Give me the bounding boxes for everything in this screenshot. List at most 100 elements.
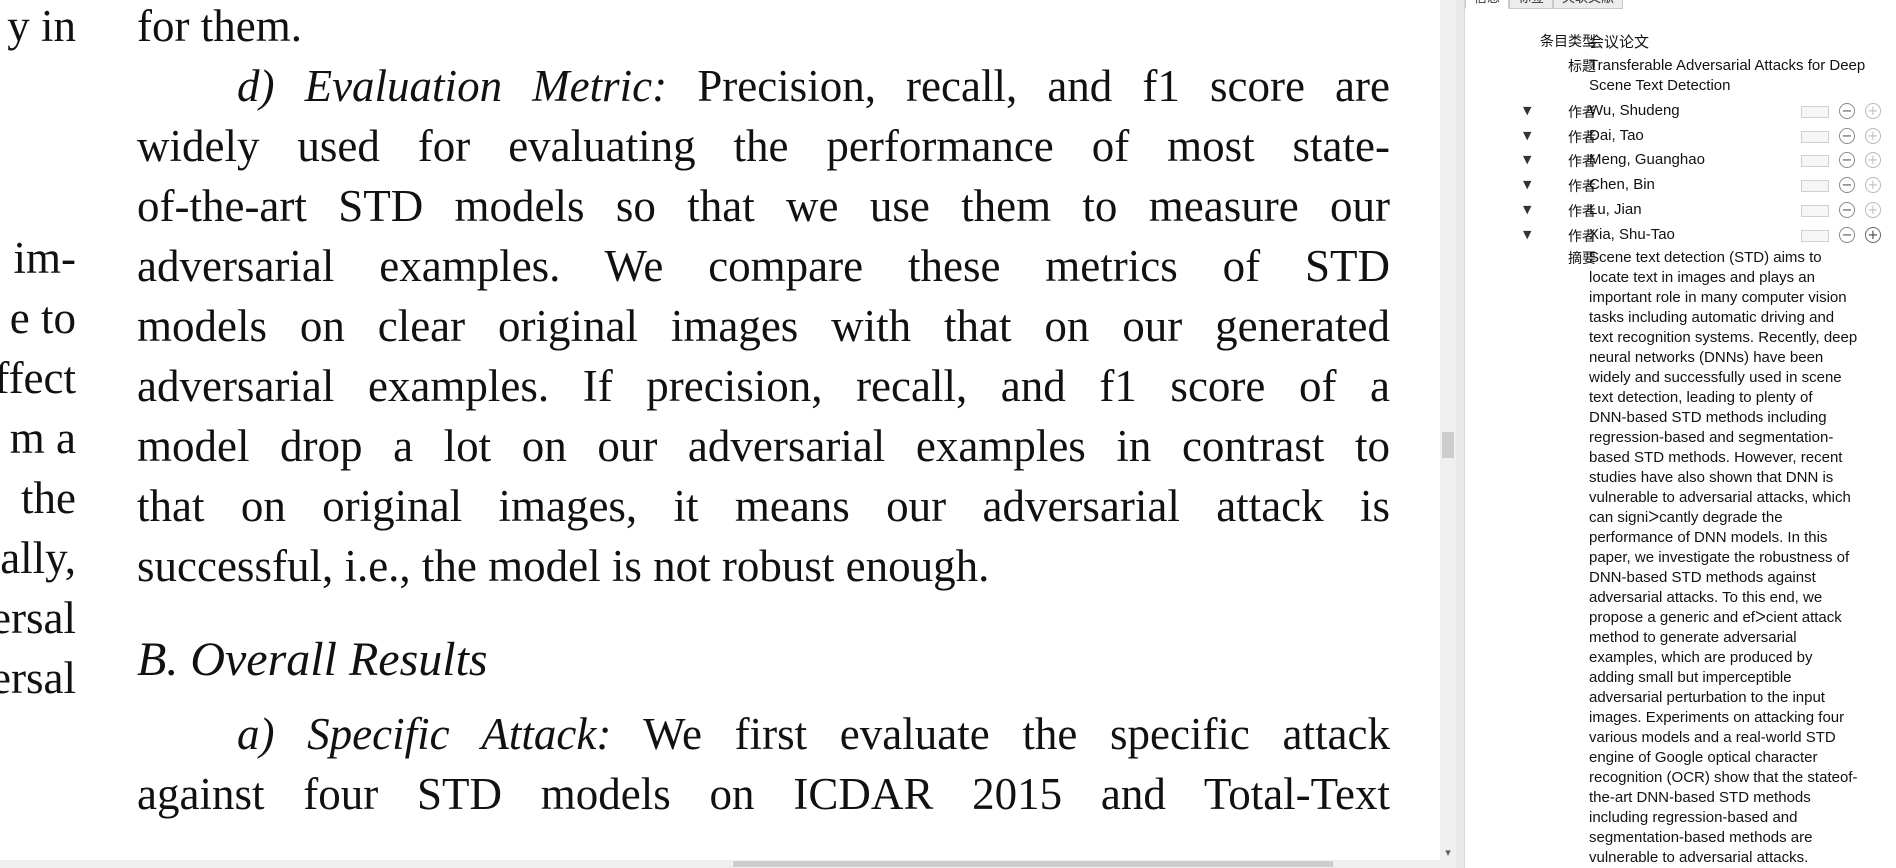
left-column-fragment: m a [9,413,76,463]
abstract-line: tasks including automatic driving and [1589,309,1835,326]
plus-circle-icon[interactable]: + [1865,177,1881,194]
abstract-line: based STD methods. However, recent [1589,449,1843,466]
pane-splitter[interactable] [1456,0,1464,868]
author-row: ▼ 作者 Xia, Shu-Tao − + [1465,224,1896,248]
left-column-fragment: im- [13,233,77,283]
plus-circle-icon[interactable]: + [1865,127,1881,144]
triangle-down-icon[interactable]: ▼ [1523,153,1532,167]
left-column-fragment: the [21,473,76,523]
triangle-down-icon[interactable]: ▼ [1523,104,1532,117]
item-type-value[interactable]: 会议论文 [1589,34,1650,51]
abstract-label: 摘要 [1568,251,1596,267]
author-row: ▼ 作者 Dai, Tao − + [1465,125,1896,149]
author-name[interactable]: Dai, Tao [1589,126,1644,144]
minus-circle-icon[interactable]: − [1839,152,1855,169]
scroll-down-arrow-icon[interactable]: ▾ [1445,846,1451,859]
text-line: of-the-art STD models so that we use the… [137,181,1390,231]
plus-circle-icon[interactable]: + [1865,103,1881,119]
plus-circle-icon[interactable]: + [1865,226,1881,243]
text-line: against four STD models on ICDAR 2015 an… [137,769,1390,819]
abstract-line: segmentation-based methods are [1589,829,1813,846]
abstract-line: neural networks (DNNs) have been [1589,349,1824,366]
name-format-switch[interactable] [1801,180,1829,193]
abstract-line: important role in many computer vision [1589,289,1847,306]
author-row: ▼ 作者 Meng, Guanghao − + [1465,149,1896,173]
author-row: ▼ 作者 Wu, Shudeng − + [1465,100,1896,124]
pdf-viewer[interactable]: y in im-e to ffect m a the ally, ersal ersal fo… [0,0,1440,868]
name-format-switch[interactable] [1801,106,1829,118]
abstract-line: adversarial perturbation to the input [1589,689,1825,706]
left-column-fragment: ffect [0,353,76,403]
minus-circle-icon[interactable]: − [1839,226,1855,243]
abstract-line: the-art DNN-based STD methods [1589,789,1811,806]
abstract-line: images. Experiments on attacking four [1589,709,1845,726]
author-name[interactable]: Wu, Shudeng [1589,102,1680,119]
author-label[interactable]: 作者 [1568,179,1596,196]
abstract-value[interactable]: Scene text detection (STD) aims to locate… [1589,248,1889,868]
plus-circle-icon[interactable]: + [1865,201,1881,218]
triangle-down-icon[interactable]: ▼ [1523,227,1532,241]
author-name[interactable]: Chen, Bin [1589,176,1655,194]
author-name[interactable]: Lu, Jian [1589,200,1642,218]
paragraph-lead: d) Evaluation Metric: [237,61,668,111]
horizontal-scroll-thumb[interactable] [733,861,1333,867]
paragraph-first-line: a) Specific Attack: We first evaluate th… [237,709,1390,759]
previous-column-text: y in im-e to ffect m a the ally, ersal ersal [0,0,76,868]
vertical-scroll-thumb[interactable] [1442,432,1454,458]
abstract-line: examples, which are produced by [1589,649,1813,666]
abstract-line: paper, we investigate the robustness of [1589,549,1850,566]
author-label[interactable]: 作者 [1568,203,1596,220]
minus-circle-icon[interactable]: − [1839,103,1855,119]
author-label[interactable]: 作者 [1568,228,1596,245]
left-column-fragment: y in [7,1,76,51]
text-line: that on original images, it means our ad… [137,481,1390,531]
abstract-line: DNN-based STD methods against [1589,569,1816,586]
item-type-label: 条目类型 [1540,34,1596,50]
name-format-switch[interactable] [1801,204,1829,217]
triangle-down-icon[interactable]: ▼ [1523,202,1532,216]
abstract-line: vulnerable to adversarial attacks, which [1589,489,1851,506]
title-label: 标题 [1568,59,1596,75]
abstract-line: engine of Google optical character [1589,749,1818,766]
author-label[interactable]: 作者 [1568,129,1596,146]
author-name[interactable]: Meng, Guanghao [1589,151,1705,169]
minus-circle-icon[interactable]: − [1839,201,1855,218]
triangle-down-icon[interactable]: ▼ [1523,178,1532,192]
minus-circle-icon[interactable]: − [1839,177,1855,194]
author-label[interactable]: 作者 [1568,154,1596,171]
abstract-line: DNN-based STD methods including [1589,409,1827,426]
abstract-line: locate text in images and plays an [1589,269,1815,286]
author-name[interactable]: Xia, Shu-Tao [1589,225,1675,243]
text-line: widely used for evaluating the performan… [137,121,1390,171]
text-line: adversarial examples. We compare these m… [137,241,1390,291]
author-label[interactable]: 作者 [1568,105,1596,121]
text-line: models on clear original images with tha… [137,301,1390,351]
tab-tags[interactable]: 标签 [1509,0,1554,9]
tab-info[interactable]: 信息 [1465,0,1510,9]
item-info-pane: 信息 标签 关联文献 条目类型 会议论文 标题 Transferable Adv… [1464,0,1896,868]
name-format-switch[interactable] [1801,130,1829,143]
abstract-line: recognition (OCR) show that the stateof- [1589,769,1858,786]
abstract-line: widely and successfully used in scene [1589,369,1842,386]
abstract-line: text recognition systems. Recently, deep [1589,329,1858,346]
title-value[interactable]: Transferable Adversarial Attacks for Dee… [1589,57,1866,94]
tab-related[interactable]: 关联文献 [1553,0,1624,9]
abstract-row: 摘要 Scene text detection (STD) aims to loc… [1465,246,1896,866]
left-column-fragment: e to [9,293,76,343]
abstract-line: including regression-based and [1589,809,1798,826]
pdf-horizontal-scrollbar[interactable] [0,860,1440,868]
triangle-down-icon[interactable]: ▼ [1523,128,1532,142]
abstract-line: can signiᐳcantly degrade the [1589,509,1783,526]
abstract-line: adding small but imperceptible [1589,669,1792,686]
pdf-vertical-scrollbar[interactable]: ▾ [1440,0,1456,868]
paragraph-lead: a) Specific Attack: [237,709,612,759]
minus-circle-icon[interactable]: − [1839,127,1855,144]
name-format-switch[interactable] [1801,155,1829,168]
abstract-line: studies have also shown that DNN is [1589,469,1834,486]
text-line: successful, i.e., the model is not robus… [137,541,990,591]
plus-circle-icon[interactable]: + [1865,152,1881,169]
abstract-line: performance of DNN models. In this [1589,529,1828,546]
text-line: adversarial examples. If precision, reca… [137,361,1390,411]
name-format-switch[interactable] [1801,229,1829,242]
abstract-line: various models and a real-world STD [1589,729,1836,746]
